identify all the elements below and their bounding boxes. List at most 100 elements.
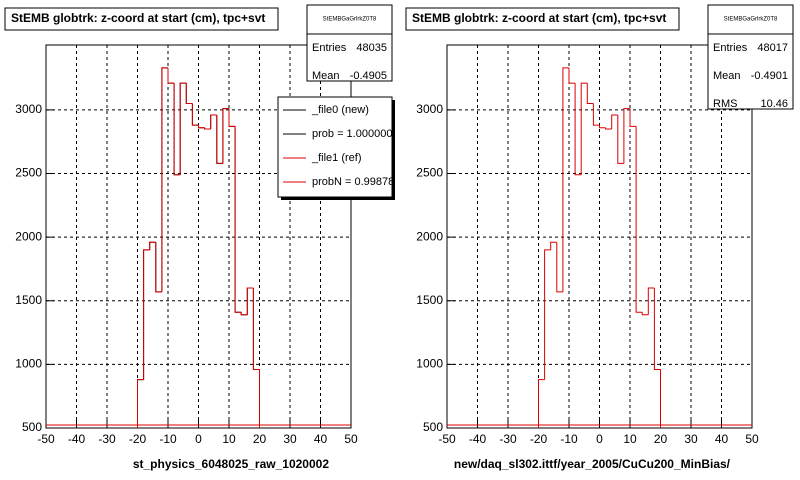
bin xyxy=(252,288,260,428)
bin xyxy=(191,103,199,126)
x-tick-label: 10 xyxy=(623,432,637,446)
stats-name: StEMBGaGrlrkZ0T8 xyxy=(724,17,778,23)
stats-box xyxy=(707,4,794,110)
x-tick-label: 40 xyxy=(715,432,729,446)
chart-title: StEMB globtrk: z-coord at start (cm), tp… xyxy=(11,11,265,25)
bin xyxy=(216,114,223,164)
bin xyxy=(143,249,150,380)
y-tick-label: 500 xyxy=(423,420,443,434)
x-tick-label: -30 xyxy=(98,432,116,446)
title-box xyxy=(405,7,680,31)
bin xyxy=(538,379,545,428)
x-tick-label: -10 xyxy=(560,432,578,446)
bin xyxy=(137,379,144,428)
x-tick-label: 20 xyxy=(654,432,668,446)
y-tick-label: 1500 xyxy=(416,293,443,307)
y-tick-label: 3000 xyxy=(15,102,42,116)
x-tick-label: 0 xyxy=(195,432,202,446)
x-tick-label: -40 xyxy=(469,432,487,446)
bin xyxy=(605,127,612,130)
x-tick-label: 10 xyxy=(222,432,236,446)
bin xyxy=(647,287,655,315)
x-tick-label: 30 xyxy=(283,432,297,446)
y-tick-label: 3000 xyxy=(416,102,443,116)
bin xyxy=(228,108,236,127)
bin xyxy=(198,125,205,129)
bin xyxy=(629,108,637,127)
stats-value: 10.46 xyxy=(760,98,788,110)
x-axis-label: st_physics_6048025_raw_1020002 xyxy=(133,457,329,471)
stats-name: StEMBGaGrlrkZ0T8 xyxy=(323,17,377,23)
bin xyxy=(149,241,156,250)
histogram xyxy=(46,67,351,428)
legend-items: _file0 (new) prob = 1.000000 _file1 (ref) p… xyxy=(283,104,394,188)
stats-value: -0.4901 xyxy=(751,70,788,82)
x-tick-label: -30 xyxy=(499,432,517,446)
bin xyxy=(550,241,557,250)
bin xyxy=(234,126,242,313)
bin xyxy=(161,67,168,292)
title-box xyxy=(4,7,279,31)
x-tick-label: -10 xyxy=(159,432,177,446)
bin xyxy=(580,82,588,175)
bin xyxy=(240,312,248,316)
x-tick-label: 30 xyxy=(684,432,698,446)
stats-label: Entries xyxy=(713,42,748,54)
bin xyxy=(210,114,217,129)
legend-label: _file0 (new) xyxy=(311,104,369,116)
y-tick-label: 1000 xyxy=(15,357,42,371)
bin xyxy=(623,108,630,164)
bin xyxy=(562,67,569,292)
x-tick-label: 40 xyxy=(314,432,328,446)
stats-value: -0.4905 xyxy=(350,70,387,82)
x-tick-label: -50 xyxy=(37,432,55,446)
x-tick-label: 20 xyxy=(253,432,267,446)
bin xyxy=(617,114,624,164)
histogram xyxy=(447,67,752,428)
x-tick-label: 50 xyxy=(344,432,358,446)
bin xyxy=(556,242,563,293)
y-tick-label: 2000 xyxy=(416,229,443,243)
bin xyxy=(185,83,193,105)
x-tick-label: -20 xyxy=(530,432,548,446)
bin xyxy=(568,67,576,84)
y-tick-label: 500 xyxy=(22,420,42,434)
legend-label: _file1 (ref) xyxy=(311,152,362,164)
bin xyxy=(167,67,175,84)
bin xyxy=(641,312,649,316)
stats-value: 48035 xyxy=(356,42,387,54)
x-tick-label: 50 xyxy=(745,432,759,446)
bin xyxy=(611,114,618,129)
bin xyxy=(173,83,181,176)
stats-label: Mean xyxy=(713,70,741,82)
bin xyxy=(599,125,606,129)
x-tick-label: -50 xyxy=(438,432,456,446)
y-tick-label: 2500 xyxy=(416,166,443,180)
stats-box xyxy=(306,4,393,82)
bin xyxy=(544,249,551,380)
bin xyxy=(222,108,229,164)
y-tick-label: 1000 xyxy=(416,357,443,371)
stats-label: Entries xyxy=(312,42,347,54)
legend-label: probN = 0.99878 xyxy=(312,176,394,188)
bin xyxy=(586,83,594,105)
stats-label: RMS xyxy=(713,98,737,110)
bin xyxy=(204,127,211,130)
y-tick-label: 2500 xyxy=(15,166,42,180)
y-tick-label: 1500 xyxy=(15,293,42,307)
x-tick-label: -20 xyxy=(129,432,147,446)
legend-label: prob = 1.000000 xyxy=(312,128,392,140)
bin xyxy=(246,287,254,315)
bin xyxy=(574,83,582,176)
x-tick-label: 0 xyxy=(596,432,603,446)
bin xyxy=(592,103,600,126)
legend xyxy=(277,96,393,198)
chart-title: StEMB globtrk: z-coord at start (cm), tp… xyxy=(412,11,666,25)
bin xyxy=(155,242,162,293)
bin xyxy=(635,126,643,313)
x-axis-label: new/daq_sl302.ittf/year_2005/CuCu200_Min… xyxy=(454,457,731,471)
stats-label: Mean xyxy=(312,70,340,82)
x-tick-label: -40 xyxy=(68,432,86,446)
